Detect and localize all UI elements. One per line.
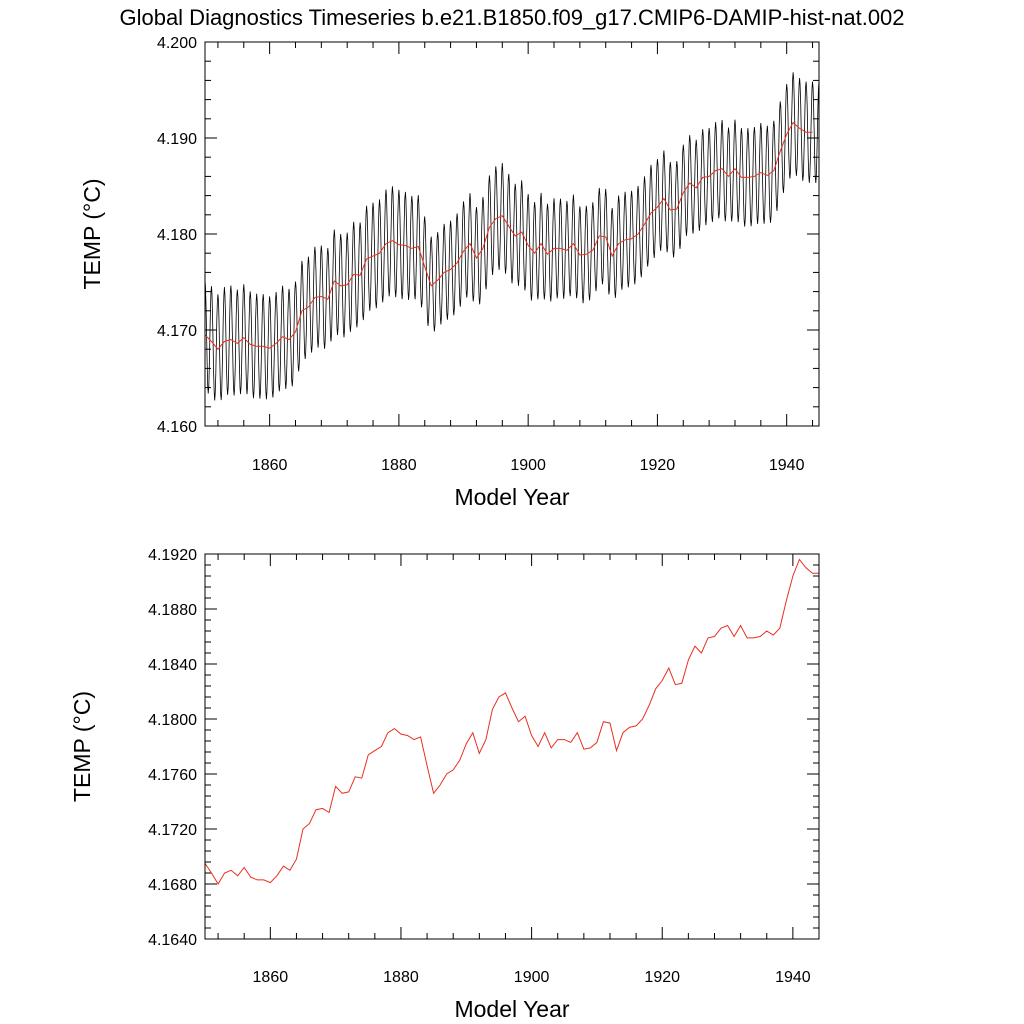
x-tick-label: 1900: [514, 969, 550, 986]
y-tick-label: 4.1680: [148, 877, 197, 894]
figure-title: Global Diagnostics Timeseries b.e21.B185…: [119, 5, 904, 30]
top-y-axis-label: TEMP (°C): [79, 179, 105, 290]
x-tick-label: 1860: [253, 969, 289, 986]
x-tick-label: 1880: [381, 457, 417, 474]
top-x-axis-label: Model Year: [454, 484, 569, 510]
y-tick-label: 4.1920: [148, 547, 197, 564]
y-tick-label: 4.1720: [148, 822, 197, 839]
x-tick-label: 1940: [775, 969, 811, 986]
x-tick-label: 1880: [383, 969, 419, 986]
monthly-series-line: [205, 72, 819, 401]
top-tick-labels: 1860 1880 1900 1920 1940 4.160 4.170 4.180 4.190…: [157, 35, 805, 474]
bottom-panel: 1860 1880 1900 1920 1940 4.1640 4.1680 4.1720 4.…: [69, 547, 820, 1022]
y-tick-label: 4.1760: [148, 767, 197, 784]
y-tick-label: 4.1880: [148, 602, 197, 619]
bottom-y-axis-label: TEMP (°C): [69, 691, 95, 802]
annual-series-line: [205, 558, 819, 885]
x-tick-label: 1900: [510, 457, 546, 474]
bottom-ticks: [205, 553, 820, 940]
x-tick-label: 1920: [644, 969, 680, 986]
bottom-tick-labels: 1860 1880 1900 1920 1940 4.1640 4.1680 4.1720 4.…: [148, 547, 811, 986]
bottom-plot-frame: [204, 553, 820, 940]
y-tick-label: 4.200: [157, 35, 197, 52]
y-tick-label: 4.160: [157, 419, 197, 436]
top-plot-frame: [204, 41, 820, 427]
annual-series-line: [205, 121, 813, 350]
top-panel: 1860 1880 1900 1920 1940 4.160 4.170 4.180 4.190…: [79, 35, 820, 510]
x-tick-label: 1860: [252, 457, 288, 474]
x-tick-label: 1940: [769, 457, 805, 474]
top-ticks: [205, 41, 819, 427]
y-tick-label: 4.1800: [148, 712, 197, 729]
x-tick-label: 1920: [640, 457, 676, 474]
y-tick-label: 4.190: [157, 131, 197, 148]
bottom-x-axis-label: Model Year: [454, 996, 569, 1022]
y-tick-label: 4.1840: [148, 657, 197, 674]
y-tick-label: 4.170: [157, 323, 197, 340]
y-tick-label: 4.1640: [148, 932, 197, 949]
y-tick-label: 4.180: [157, 227, 197, 244]
